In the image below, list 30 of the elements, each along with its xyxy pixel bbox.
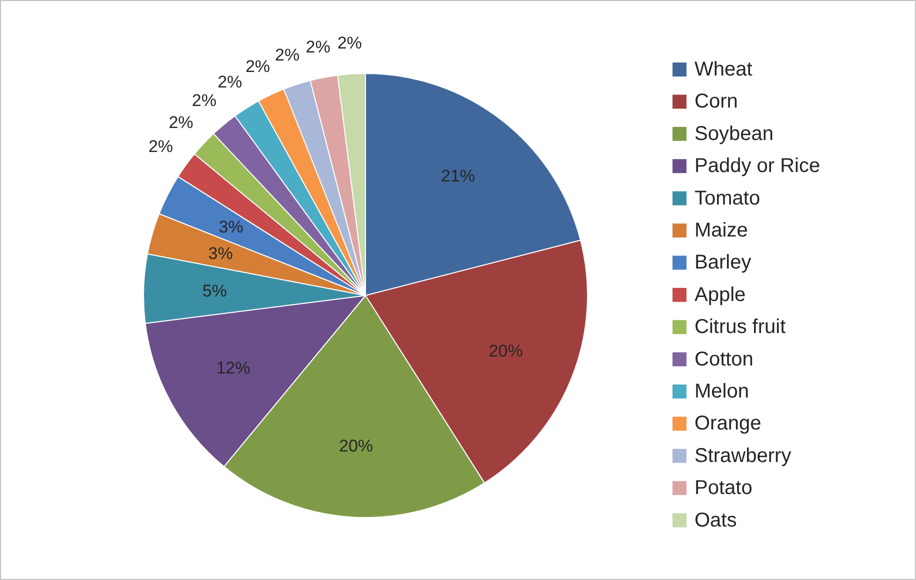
legend-label: Tomato	[694, 187, 760, 210]
data-label: 20%	[488, 342, 523, 361]
data-label: 2%	[168, 112, 194, 132]
legend-label: Oats	[694, 509, 737, 532]
legend-label: Citrus fruit	[694, 316, 786, 338]
data-label: 2%	[148, 137, 174, 156]
legend-label: Corn	[694, 90, 738, 113]
legend-label: Paddy or Rice	[694, 155, 820, 178]
legend-label: Wheat	[694, 58, 753, 80]
data-label: 2%	[218, 72, 242, 92]
legend-label: Cotton	[694, 348, 754, 370]
data-label: 3%	[218, 217, 244, 236]
data-label: 2%	[245, 57, 270, 76]
legend-label: Melon	[694, 380, 749, 402]
legend-label: Soybean	[694, 122, 774, 145]
legend-label: Potato	[694, 477, 752, 500]
data-label: 21%	[441, 166, 476, 186]
legend-label: Orange	[694, 412, 762, 435]
data-label: 2%	[192, 91, 216, 110]
data-label: 5%	[202, 281, 227, 300]
data-label: 12%	[216, 358, 250, 378]
legend-label: Maize	[694, 220, 748, 242]
data-label: 2%	[337, 33, 362, 52]
data-label: 2%	[306, 37, 330, 56]
legend-label: Apple	[694, 284, 746, 306]
data-label: 2%	[275, 45, 300, 64]
data-label: 20%	[339, 436, 374, 456]
legend-label: Barley	[694, 252, 752, 274]
data-label: 3%	[208, 244, 233, 263]
legend-label: Strawberry	[694, 444, 792, 467]
